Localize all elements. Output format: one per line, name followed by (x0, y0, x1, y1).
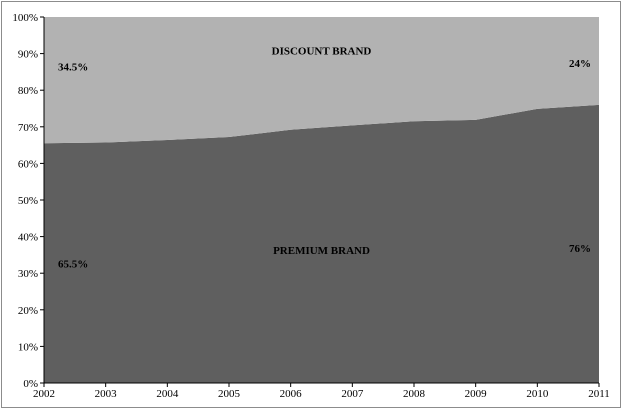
y-tick-label: 90% (18, 49, 38, 61)
y-tick-label: 70% (18, 122, 38, 134)
area-series-premium-brand (44, 104, 599, 383)
data-label: 24% (569, 58, 591, 70)
x-tick-label: 2009 (465, 388, 488, 400)
data-label: DISCOUNT BRAND (272, 45, 372, 57)
data-label: 76% (569, 243, 591, 255)
x-tick-label: 2008 (403, 388, 426, 400)
x-tick-label: 2010 (526, 388, 549, 400)
y-tick-label: 80% (18, 85, 38, 97)
x-tick-label: 2005 (218, 388, 241, 400)
x-tick-label: 2004 (156, 388, 179, 400)
y-tick-label: 20% (18, 305, 38, 317)
x-tick-label: 2011 (588, 388, 610, 400)
y-tick-label: 60% (18, 158, 38, 170)
x-tick-label: 2002 (33, 388, 55, 400)
y-tick-label: 40% (18, 232, 38, 244)
x-tick-label: 2007 (341, 388, 364, 400)
data-label: 65.5% (58, 259, 88, 271)
data-label: 34.5% (58, 61, 88, 73)
y-tick-label: 0% (23, 378, 38, 390)
x-tick-label: 2006 (280, 388, 303, 400)
x-tick-label: 2003 (95, 388, 118, 400)
y-tick-label: 10% (18, 341, 38, 353)
area-series-discount-brand (44, 17, 599, 144)
y-tick-label: 50% (18, 195, 38, 207)
y-tick-label: 100% (12, 12, 38, 24)
y-tick-label: 30% (18, 268, 38, 280)
data-label: PREMIUM BRAND (273, 245, 370, 257)
